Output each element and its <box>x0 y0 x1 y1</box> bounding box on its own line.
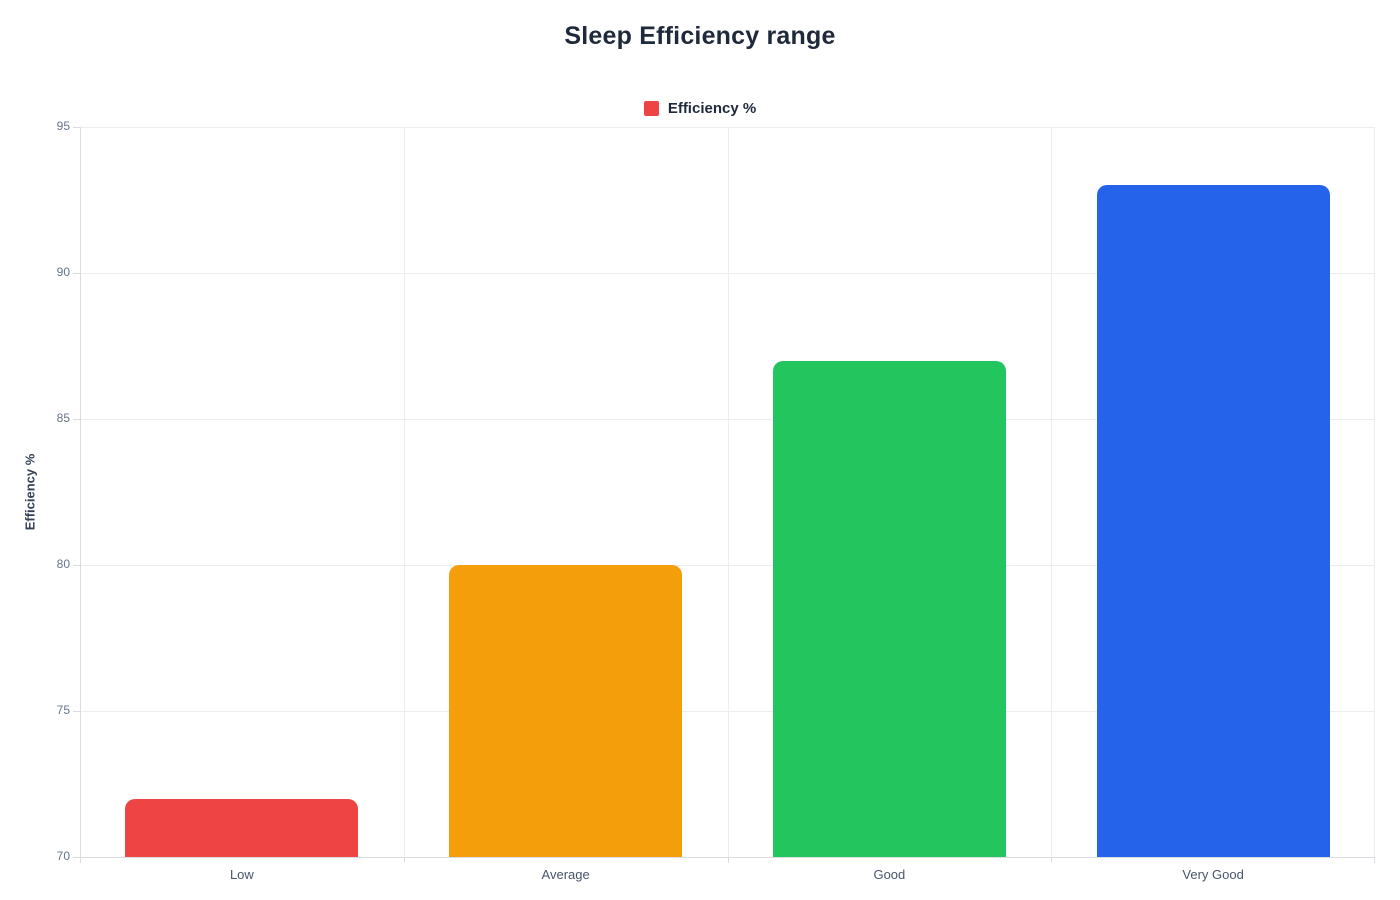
y-axis-line <box>80 127 81 862</box>
x-category-label-good: Good <box>873 867 906 882</box>
x-axis-line <box>80 857 1375 858</box>
gridline-horizontal-80 <box>80 565 1375 566</box>
y-tick-label-85: 85 <box>56 411 70 425</box>
x-axis-tick-mark-3 <box>1051 857 1052 863</box>
plot-area <box>73 127 1375 863</box>
chart-title: Sleep Efficiency range <box>564 22 836 50</box>
y-tick-label-70: 70 <box>56 849 70 863</box>
y-tick-label-90: 90 <box>56 265 70 279</box>
legend: Efficiency % <box>0 100 1400 117</box>
x-axis-tick-mark-2 <box>728 857 729 863</box>
gridline-horizontal-90 <box>80 273 1375 274</box>
gridline-horizontal-95 <box>80 127 1375 128</box>
y-axis-tick-mark-90 <box>73 273 80 274</box>
y-tick-label-80: 80 <box>56 557 70 571</box>
x-category-label-average: Average <box>541 867 590 882</box>
y-axis-title: Efficiency % <box>22 453 38 531</box>
y-tick-label-95: 95 <box>56 119 70 133</box>
y-axis-tick-mark-75 <box>73 711 80 712</box>
legend-label: Efficiency % <box>667 100 757 117</box>
y-axis-tick-mark-95 <box>73 127 80 128</box>
gridline-vertical-3 <box>1051 127 1052 857</box>
x-category-label-low: Low <box>229 867 254 882</box>
bar-low[interactable] <box>125 798 359 857</box>
bar-average[interactable] <box>449 565 683 857</box>
y-axis-tick-mark-70 <box>73 857 80 858</box>
y-axis-tick-mark-80 <box>73 565 80 566</box>
x-axis-tick-mark-4 <box>1374 857 1375 863</box>
x-category-label-very-good: Very Good <box>1182 867 1244 882</box>
gridline-horizontal-75 <box>80 711 1375 712</box>
legend-swatch-icon <box>643 101 659 116</box>
gridline-vertical-4 <box>1374 127 1375 857</box>
legend-item-efficiency[interactable]: Efficiency % <box>643 100 757 117</box>
x-axis-tick-mark-1 <box>404 857 405 863</box>
bar-very-good[interactable] <box>1096 185 1330 857</box>
y-tick-label-75: 75 <box>56 703 70 717</box>
gridline-vertical-2 <box>728 127 729 857</box>
bar-good[interactable] <box>772 360 1006 857</box>
gridline-horizontal-85 <box>80 419 1375 420</box>
y-axis-tick-mark-85 <box>73 419 80 420</box>
gridline-vertical-1 <box>404 127 405 857</box>
